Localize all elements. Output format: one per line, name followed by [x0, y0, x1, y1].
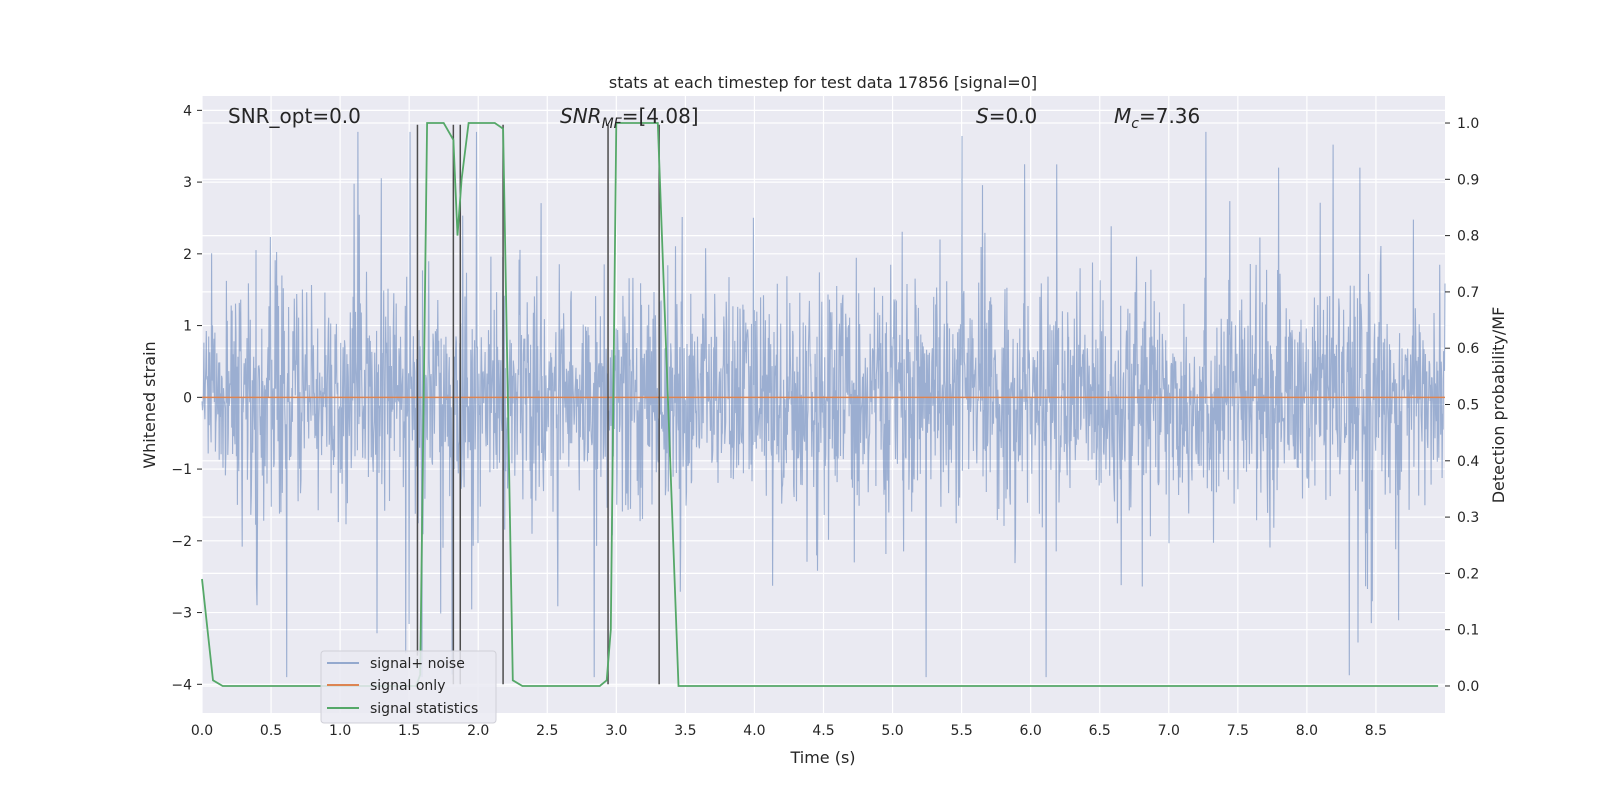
y2-tick-label: 0.6 [1457, 341, 1479, 357]
legend-label-signal: signal only [370, 678, 445, 694]
x-tick-label: 7.5 [1227, 723, 1249, 739]
snr-mf-value: =[4.08] [622, 104, 699, 128]
y2-tick-label: 1.0 [1457, 116, 1479, 132]
y2-tick-label: 0.1 [1457, 623, 1479, 639]
snr-mf-sub: MF [602, 116, 623, 132]
vertical-markers [416, 124, 660, 685]
y2-tick-label: 0.8 [1457, 229, 1479, 245]
x-tick-label: 4.5 [812, 723, 834, 739]
y2-tick-label: 0.0 [1457, 679, 1479, 695]
mc-label: M [1114, 104, 1131, 128]
x-tick-label: 7.0 [1158, 723, 1180, 739]
y2-tick-label: 0.2 [1457, 566, 1479, 582]
x-axis-label: Time (s) [789, 748, 855, 767]
x-tick-label: 5.5 [950, 723, 972, 739]
mc-value: =7.36 [1139, 104, 1200, 128]
annotation-s: S=0.0 [976, 104, 1037, 128]
y2-tick-label: 0.4 [1457, 454, 1479, 470]
y2-tick-label: 0.3 [1457, 510, 1479, 526]
y-tick-label: −3 [171, 606, 192, 622]
x-tick-label: 0.0 [191, 723, 213, 739]
y-tick-label: −4 [171, 677, 192, 693]
tick-labels: 0.0 0.5 1.0 1.5 2.0 2.5 3.0 3.5 4.0 4.5 5.0 5.5 6.0 6… [171, 103, 1479, 739]
y-tick-label: 4 [183, 103, 192, 119]
mc-sub: c [1131, 116, 1139, 132]
y2-axis-label: Detection probability/MF [1489, 307, 1508, 504]
x-tick-label: 8.5 [1365, 723, 1387, 739]
y2-tick-label: 0.5 [1457, 398, 1479, 414]
y-tick-label: 1 [183, 319, 192, 335]
noise-line [201, 131, 1446, 678]
y-axis-label: Whitened strain [140, 341, 159, 468]
y2-tick-label: 0.7 [1457, 285, 1479, 301]
annotation-snr-opt: SNR_opt=0.0 [228, 104, 361, 128]
chart-title: stats at each timestep for test data 178… [609, 73, 1037, 92]
x-tick-label: 6.5 [1089, 723, 1111, 739]
x-tick-label: 2.5 [536, 723, 558, 739]
legend-label-stats: signal statistics [370, 701, 478, 717]
x-tick-label: 0.5 [260, 723, 282, 739]
legend-label-noise: signal+ noise [370, 656, 465, 672]
y-tick-label: −1 [171, 462, 192, 478]
annotation-snr-mf: SNRMF=[4.08] [560, 104, 699, 132]
y2-tick-label: 0.9 [1457, 172, 1479, 188]
s-label: S [976, 104, 989, 128]
x-tick-label: 8.0 [1296, 723, 1318, 739]
x-tick-label: 1.5 [398, 723, 420, 739]
x-tick-label: 5.0 [881, 723, 903, 739]
y-tick-label: 2 [183, 247, 192, 263]
x-tick-label: 4.0 [743, 723, 765, 739]
s-value: =0.0 [989, 104, 1038, 128]
y-tick-label: 0 [183, 390, 192, 406]
x-tick-label: 6.0 [1020, 723, 1042, 739]
legend: signal+ noise signal only signal statist… [320, 650, 497, 724]
y-tick-label: −2 [171, 534, 192, 550]
noise-series [201, 131, 1446, 678]
annotation-mc: Mc=7.36 [1114, 104, 1200, 132]
y-tick-label: 3 [183, 175, 192, 191]
legend-box [320, 650, 497, 724]
snr-mf-main: SNR [560, 104, 602, 128]
x-tick-label: 1.0 [329, 723, 351, 739]
x-tick-label: 2.0 [467, 723, 489, 739]
x-tick-label: 3.0 [605, 723, 627, 739]
x-tick-label: 3.5 [674, 723, 696, 739]
